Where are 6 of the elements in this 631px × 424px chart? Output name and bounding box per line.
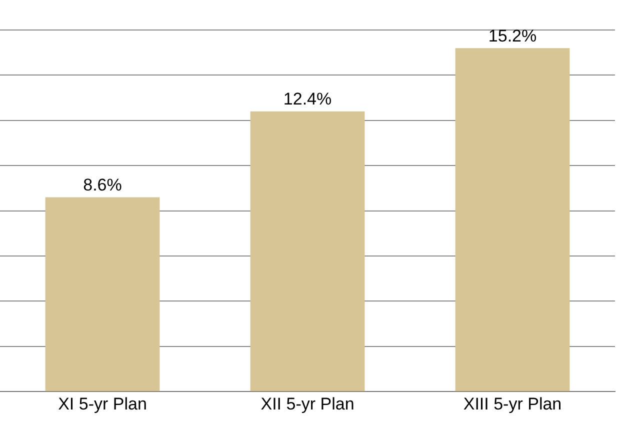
- x-tick-label: XIII 5-yr Plan: [463, 394, 562, 414]
- x-tick-label: XII 5-yr Plan: [260, 394, 354, 414]
- x-tick-label: XI 5-yr Plan: [58, 394, 147, 414]
- data-label: 8.6%: [83, 175, 122, 194]
- data-label: 12.4%: [283, 90, 332, 109]
- data-label: 15.2%: [488, 26, 537, 46]
